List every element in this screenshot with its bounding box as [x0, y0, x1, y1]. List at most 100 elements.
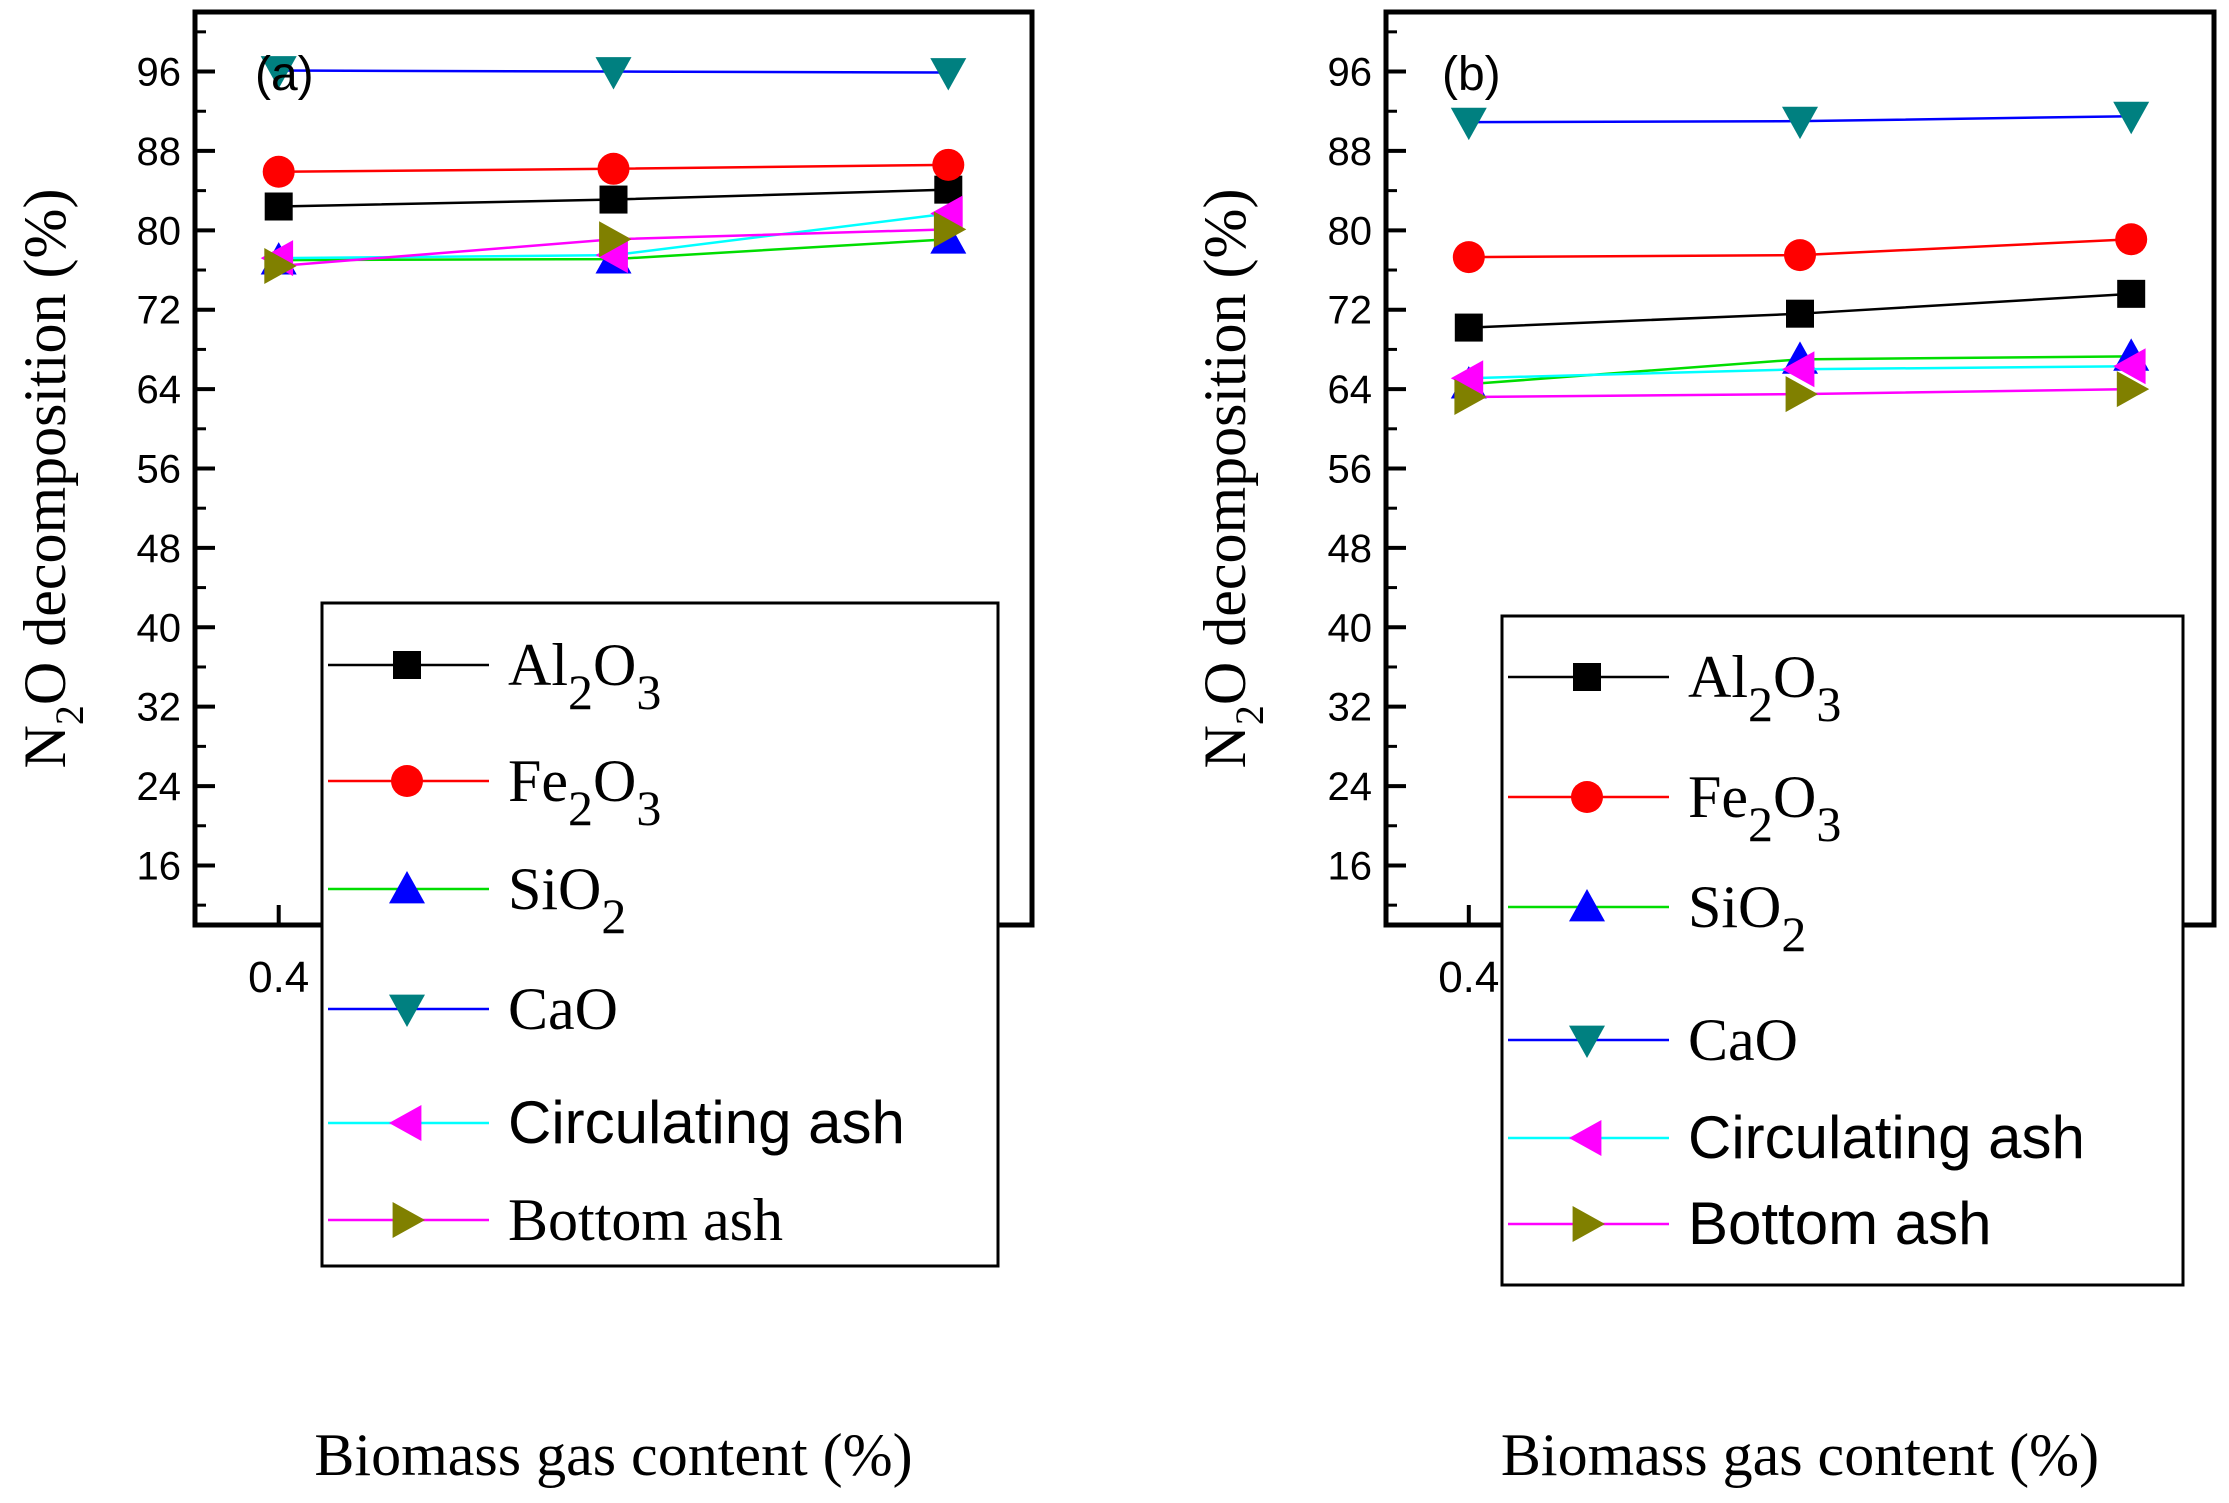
- legend-entry: Bottom ash: [328, 1187, 783, 1253]
- legend-label-part: Al: [508, 632, 568, 698]
- y-tick-label: 80: [137, 209, 182, 253]
- y-axis: 16 24 32 40 48 56 64 72 80 88 96: [137, 30, 215, 907]
- legend-marker: [1571, 781, 1603, 813]
- panel-label: (b): [1442, 48, 1501, 101]
- data-point: [2116, 371, 2150, 408]
- y-axis-title: N2O decomposition (%): [1192, 189, 1272, 769]
- y-tick-label: 56: [1328, 448, 1373, 492]
- legend-entry: Circulating ash: [328, 1089, 905, 1156]
- legend-entry: Circulating ash: [1508, 1104, 2085, 1171]
- series-al2o3: [1454, 279, 2146, 342]
- legend-label-part: 2: [1748, 796, 1773, 852]
- legend-label-part: 2: [1748, 676, 1773, 732]
- data-point: [1785, 376, 1818, 413]
- data-point: [1784, 239, 1816, 272]
- y-title-sub: 2: [47, 705, 92, 725]
- legend-label-part: Circulating ash: [1688, 1104, 2085, 1171]
- y-axis-title: N2O decomposition (%): [12, 189, 92, 769]
- chart-panel-a: 16243240485664728088960.40.50.60.70.8(a)…: [12, 9, 1035, 1488]
- legend-label-part: Al: [1688, 644, 1748, 710]
- y-tick-label: 40: [1328, 606, 1373, 650]
- legend-marker: [391, 765, 423, 797]
- data-point: [595, 57, 632, 90]
- x-tick-label: 0.4: [1438, 953, 1499, 1002]
- legend-label: CaO: [1688, 1007, 1798, 1073]
- data-point: [264, 248, 297, 285]
- y-tick-label: 72: [1328, 289, 1373, 333]
- x-axis-title: Biomass gas content (%): [314, 1422, 912, 1488]
- legend-label-part: CaO: [508, 976, 618, 1042]
- legend-box: [320, 601, 1000, 1268]
- legend-marker: [1573, 663, 1601, 691]
- legend-label-part: O: [1773, 764, 1816, 830]
- series-bottom-ash: [1454, 371, 2150, 416]
- legend-label: Bottom ash: [508, 1187, 783, 1253]
- legend-label-part: 3: [1816, 676, 1841, 732]
- data-point: [1786, 299, 1814, 328]
- y-tick-label: 16: [137, 844, 182, 888]
- data-point: [2113, 348, 2146, 385]
- data-point: [1450, 107, 1487, 141]
- y-tick-label: 64: [1328, 368, 1373, 412]
- legend-marker: [1569, 1120, 1602, 1156]
- y-tick-label: 96: [137, 51, 182, 95]
- y-tick-label: 56: [137, 448, 182, 492]
- series-fe2o3: [262, 148, 965, 188]
- y-tick-label: 32: [137, 686, 182, 730]
- legend-label-part: SiO: [1688, 874, 1781, 940]
- legend-entry: SiO2: [1508, 874, 1806, 962]
- data-point: [595, 237, 628, 274]
- legend-label: Bottom ash: [1688, 1190, 1992, 1257]
- x-tick-label: 0.4: [248, 953, 309, 1002]
- legend-label-part: 2: [568, 780, 593, 836]
- legend-entry: Fe2O3: [328, 748, 661, 836]
- legend-label: Fe2O3: [508, 748, 661, 836]
- y-tick-label: 80: [1328, 209, 1373, 253]
- data-point: [1782, 106, 1818, 140]
- legend-label-part: SiO: [508, 856, 601, 922]
- legend-label: Al2O3: [1688, 644, 1841, 732]
- series-al2o3: [264, 175, 963, 221]
- legend-label: Al2O3: [508, 632, 661, 720]
- legend-label: SiO2: [1688, 874, 1806, 962]
- panel-label: (a): [255, 48, 314, 101]
- y-title-sub: 2: [1227, 705, 1272, 725]
- y-tick-label: 40: [137, 606, 182, 650]
- data-point: [260, 56, 297, 89]
- legend-label-part: O: [593, 632, 636, 698]
- legend-label-part: O: [1773, 644, 1816, 710]
- legend-label: Circulating ash: [1688, 1104, 2085, 1171]
- legend-label: Fe2O3: [1688, 764, 1841, 852]
- data-point: [2117, 279, 2146, 308]
- legend-marker: [389, 1105, 422, 1141]
- legend-label-part: CaO: [1688, 1007, 1798, 1073]
- data-point: [599, 221, 632, 258]
- legend-label-part: Circulating ash: [508, 1089, 905, 1156]
- data-point: [1450, 360, 1484, 397]
- data-point: [1454, 379, 1487, 416]
- legend-marker: [1572, 1206, 1605, 1242]
- data-point: [930, 58, 967, 91]
- legend-box: [1500, 614, 2185, 1287]
- y-axis: 16 24 32 40 48 56 64 72 80 88 96: [1328, 30, 1406, 907]
- data-point: [262, 155, 295, 188]
- data-point: [2115, 223, 2148, 256]
- legend-label-part: 2: [568, 664, 593, 720]
- data-point: [597, 152, 630, 185]
- series-circulating-ash: [1450, 348, 2146, 397]
- data-point: [1782, 351, 1815, 388]
- legend-entry: SiO2: [328, 856, 626, 944]
- x-axis-title: Biomass gas content (%): [1501, 1422, 2099, 1488]
- legend-entry: Bottom ash: [1508, 1190, 1992, 1257]
- series-bottom-ash: [264, 211, 967, 285]
- legend-marker: [392, 1202, 425, 1238]
- y-tick-label: 32: [1328, 686, 1373, 730]
- y-title-part: N: [12, 725, 78, 768]
- data-point: [599, 185, 628, 214]
- series-cao: [1450, 101, 2150, 141]
- series-cao: [260, 56, 967, 91]
- y-title-part: O decomposition (%): [12, 189, 78, 706]
- legend-label: SiO2: [508, 856, 626, 944]
